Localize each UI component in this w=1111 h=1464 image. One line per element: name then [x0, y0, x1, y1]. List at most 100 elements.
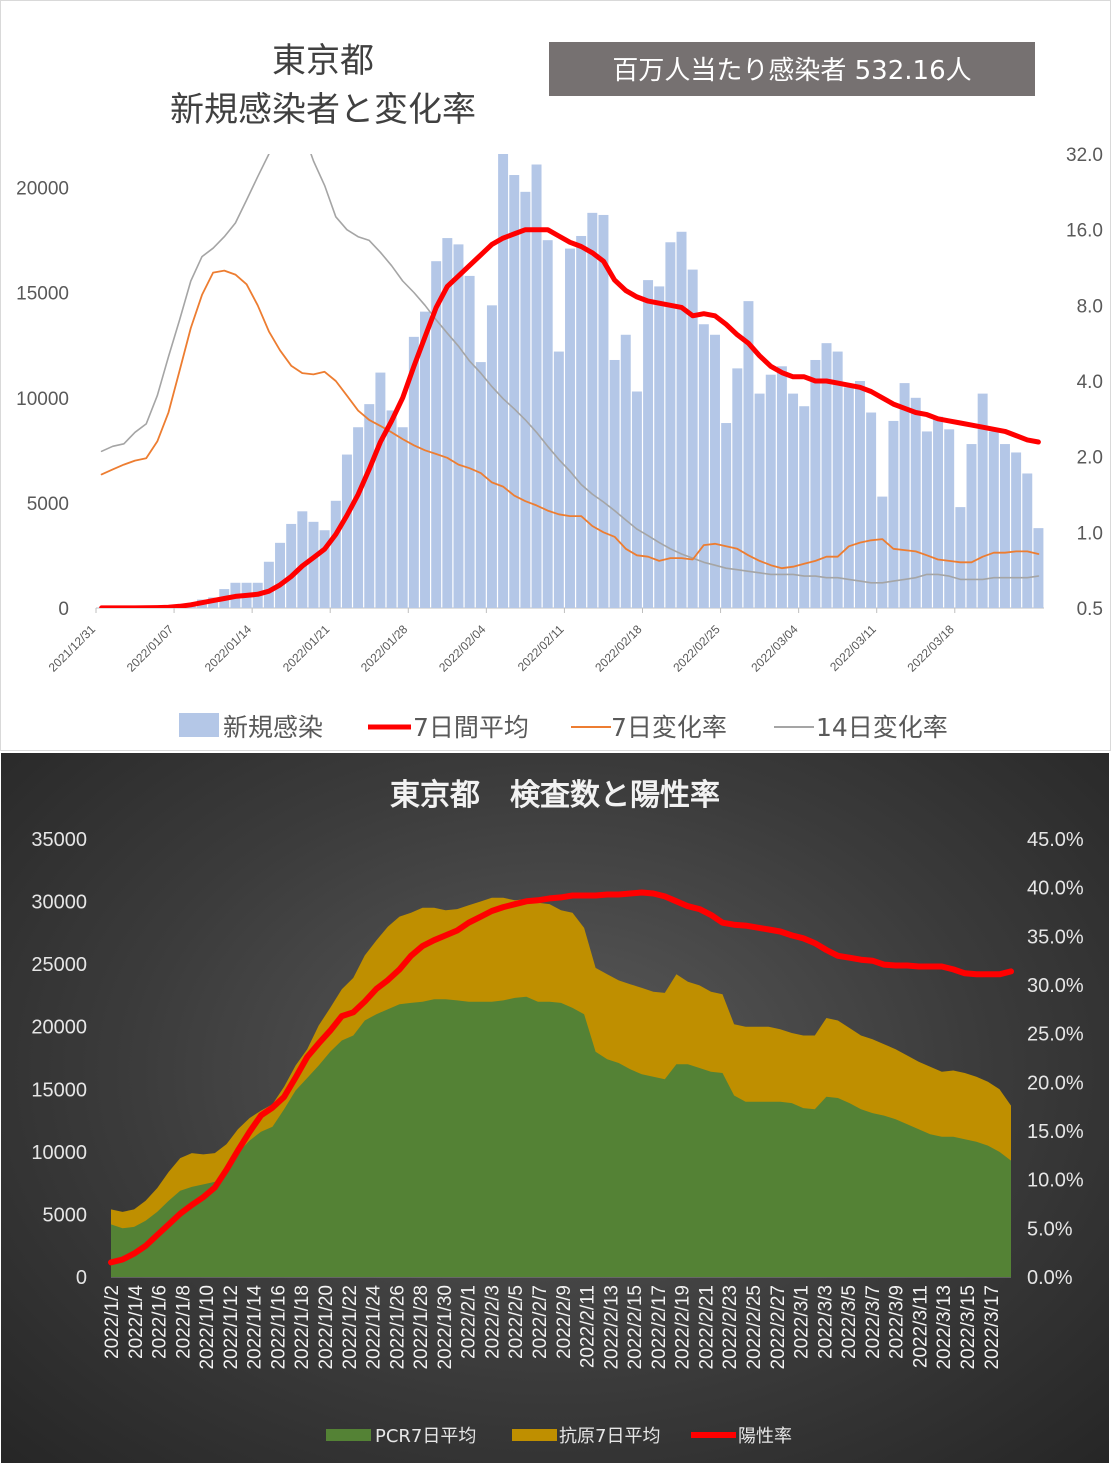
- new-infection-bar: [631, 391, 642, 608]
- x-tick-label: 2022/1/14: [245, 1285, 266, 1370]
- new-infection-bar: [286, 523, 297, 608]
- new-infection-bar: [843, 387, 854, 608]
- new-infection-bar: [910, 397, 921, 608]
- new-infection-bar: [776, 366, 787, 608]
- y-left-tick-label: 5000: [27, 494, 69, 515]
- x-tick-label: 2022/1/6: [150, 1285, 171, 1359]
- x-tick-label: 2022/1/8: [173, 1285, 194, 1359]
- x-tick-label: 2022/2/23: [720, 1285, 741, 1370]
- new-infection-bar: [453, 244, 464, 608]
- legend-label-rate7: 7日変化率: [611, 713, 727, 742]
- new-infection-bar: [297, 511, 308, 608]
- x-tick-label: 2022/1/12: [221, 1285, 242, 1370]
- positivity-rate-line: [108, 889, 1014, 1266]
- pcr-area: [111, 996, 1011, 1277]
- new-infection-bar: [966, 444, 977, 608]
- x-tick-label: 2022/02/18: [592, 622, 645, 675]
- x-tick-label: 2022/01/21: [280, 622, 333, 675]
- y-right-tick-label: 0.5: [1077, 599, 1103, 620]
- y-right-tick-label: 0.0%: [1027, 1267, 1073, 1289]
- infections-chart: 0 5000 10000 15000 20000 0.5 1.0 2.0 4.0 8.0 16.0 3…: [16, 41, 1103, 742]
- avg7-line: [99, 227, 1041, 608]
- y-right-tick-label: 1.0: [1077, 523, 1103, 544]
- legend-label-positivity: 陽性率: [738, 1426, 792, 1447]
- x-tick-label: 2022/3/17: [982, 1285, 1003, 1370]
- tests-chart: 東京都 検査数と陽性率 0 5000 10000 15000 20000 25000 300…: [31, 778, 1084, 1447]
- bottom-legend: PCR7日平均 抗原7日平均 陽性率: [326, 1426, 792, 1447]
- new-infection-bar: [721, 423, 732, 608]
- x-tick-label: 2022/1/2: [102, 1285, 123, 1359]
- new-infection-bar: [375, 372, 386, 608]
- x-tick-label: 2022/1/16: [268, 1285, 289, 1370]
- new-infection-bar: [565, 248, 575, 608]
- positivity-line: [108, 889, 1014, 1266]
- new-infection-bar: [620, 334, 631, 608]
- x-tick-label: 2022/01/28: [358, 622, 411, 675]
- x-tick-label: 2022/2/25: [744, 1285, 765, 1370]
- y-left-tick-label: 0: [58, 599, 69, 620]
- chart-title-line2: 新規感染者と変化率: [170, 90, 476, 130]
- x-tick-label: 2022/03/11: [827, 622, 879, 674]
- new-infection-bar: [408, 336, 419, 608]
- x-tick-label: 2022/2/15: [625, 1285, 646, 1370]
- y-right-tick-label: 5.0%: [1027, 1218, 1073, 1240]
- y-right-tick-label: 2.0: [1077, 448, 1103, 469]
- x-tick-label: 2022/3/1: [792, 1285, 813, 1359]
- new-infection-bar: [464, 275, 475, 608]
- new-infection-bar: [475, 362, 486, 608]
- new-infection-bar: [665, 242, 676, 608]
- x-tick-label: 2022/1/24: [364, 1285, 385, 1370]
- new-infection-bar: [330, 500, 341, 608]
- new-infection-bar: [821, 343, 832, 608]
- x-tick-label: 2022/02/11: [515, 622, 567, 674]
- x-tick-label: 2022/2/3: [482, 1285, 503, 1359]
- new-infection-bar: [710, 334, 720, 608]
- new-infection-bar: [275, 542, 285, 608]
- test-areas: [111, 897, 1011, 1277]
- new-infection-bar: [420, 311, 430, 608]
- new-infection-bar: [576, 235, 587, 608]
- y-right-tick-label: 45.0%: [1027, 829, 1084, 851]
- x-tick-label: 2021/12/31: [46, 622, 99, 675]
- new-infection-bar: [654, 286, 665, 608]
- new-infection-bar: [988, 431, 999, 608]
- y-right-tick-label: 32.0: [1066, 145, 1103, 166]
- new-infection-bar: [308, 521, 319, 608]
- y-right-tick-label: 25.0%: [1027, 1024, 1084, 1046]
- y-left-tick-label: 0: [76, 1267, 87, 1289]
- new-infection-bar: [1011, 452, 1022, 608]
- new-infection-bar: [643, 280, 654, 608]
- tests-chart-title: 東京都 検査数と陽性率: [390, 778, 720, 813]
- per-million-badge-text: 百万人当たり感染者 532.16人: [612, 56, 971, 86]
- x-tick-label: 2022/02/04: [436, 622, 489, 675]
- new-infection-bar: [888, 420, 899, 608]
- y-right-tick-label: 4.0: [1077, 372, 1103, 393]
- y-right-tick-label: 20.0%: [1027, 1072, 1084, 1094]
- x-tick-label: 2022/2/1: [459, 1285, 480, 1359]
- top-legend: 新規感染 7日間平均 7日変化率 14日変化率: [179, 713, 948, 742]
- x-tick-label: 2022/3/11: [910, 1285, 931, 1368]
- y-left-tick-label: 15000: [31, 1079, 87, 1101]
- legend-swatch-new-infections: [179, 713, 219, 737]
- y-left-tick-label: 25000: [31, 954, 87, 976]
- new-infection-bar: [832, 351, 843, 608]
- x-tick-label: 2022/3/5: [839, 1285, 860, 1359]
- x-tick-label: 2022/3/13: [934, 1285, 955, 1370]
- new-infection-bar: [788, 393, 799, 608]
- new-infection-bar: [531, 164, 542, 608]
- x-tick-label: 2022/2/11: [578, 1285, 599, 1368]
- new-infection-bar: [386, 410, 397, 608]
- rate7-line: [100, 269, 1040, 570]
- x-tick-label: 2022/2/27: [768, 1285, 789, 1370]
- new-infection-bar: [609, 359, 620, 608]
- y-left-tick-label: 20000: [16, 179, 69, 200]
- x-tick-label: 2022/3/15: [958, 1285, 979, 1370]
- y-left-tick-label: 10000: [31, 1142, 87, 1164]
- new-infection-bar: [698, 324, 709, 608]
- new-infection-bar: [1033, 528, 1044, 608]
- new-infection-bar: [442, 238, 453, 608]
- y-left-tick-label: 20000: [31, 1017, 87, 1039]
- new-infection-bar: [353, 427, 364, 608]
- new-infection-bar: [765, 374, 776, 608]
- new-infection-bar: [754, 393, 765, 608]
